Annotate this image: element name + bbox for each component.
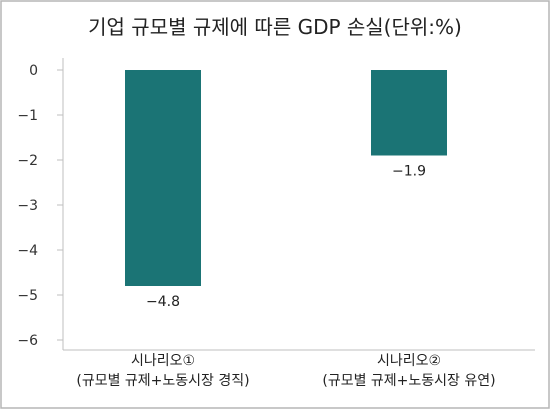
y-tick-label: −3 bbox=[17, 198, 38, 214]
y-tick-label: −2 bbox=[17, 153, 38, 169]
bar-2 bbox=[371, 70, 447, 156]
y-tick-label: −4 bbox=[17, 243, 38, 259]
category-label-2-line-1: 시나리오② bbox=[377, 353, 441, 369]
category-label-1-line-1: 시나리오① bbox=[131, 353, 195, 369]
data-label-1: −4.8 bbox=[146, 294, 180, 310]
y-tick-label: −6 bbox=[17, 333, 38, 349]
y-ticks: 0 −1 −2 −3 −4 −5 −6 bbox=[17, 63, 63, 349]
chart-title: 기업 규모별 규제에 따른 GDP 손실(단위:%) bbox=[88, 15, 462, 39]
data-label-2: −1.9 bbox=[392, 164, 426, 180]
bars bbox=[125, 70, 447, 286]
data-labels: −4.8 −1.9 bbox=[146, 164, 426, 311]
y-tick-label: −5 bbox=[17, 288, 38, 304]
y-tick-label: −1 bbox=[17, 108, 38, 124]
y-tick-label: 0 bbox=[29, 63, 38, 79]
category-label-2-line-2: (규모별 규제+노동시장 유연) bbox=[322, 373, 495, 389]
category-labels: 시나리오① (규모별 규제+노동시장 경직) 시나리오② (규모별 규제+노동시장 유… bbox=[76, 353, 495, 389]
bar-1 bbox=[125, 70, 201, 286]
category-label-1-line-2: (규모별 규제+노동시장 경직) bbox=[76, 373, 249, 389]
